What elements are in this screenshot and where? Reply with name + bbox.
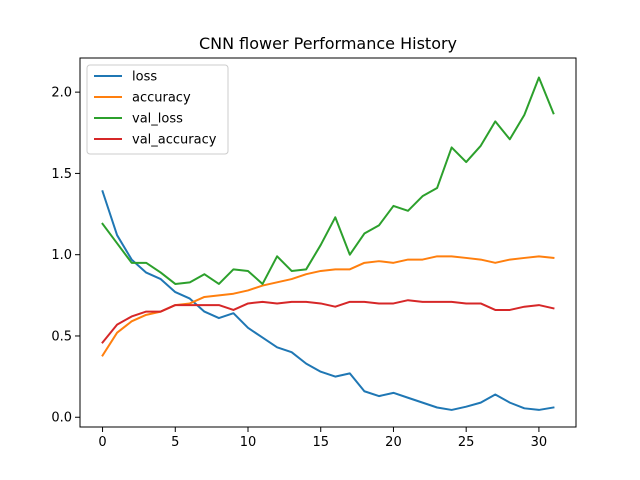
series-line-loss — [101, 190, 555, 411]
y-tick-label: 0.0 — [51, 411, 72, 426]
legend-label-loss: loss — [132, 70, 157, 85]
x-tick-label: 20 — [385, 435, 402, 450]
y-tick-label: 1.5 — [51, 167, 72, 182]
plot-area — [79, 57, 577, 428]
y-tick-label: 1.0 — [51, 248, 72, 263]
x-tick-label: 5 — [171, 435, 179, 450]
legend-label-val-accuracy: val_accuracy — [132, 133, 217, 148]
y-axis: 0.0 0.5 1.0 1.5 2.0 — [51, 86, 80, 426]
series-line-val-accuracy — [101, 299, 555, 344]
x-tick-label: 15 — [312, 435, 329, 450]
x-tick-label: 30 — [531, 435, 548, 450]
x-tick-label: 25 — [458, 435, 475, 450]
legend: loss accuracy val_loss val_accuracy — [86, 64, 229, 155]
chart-title: CNN flower Performance History — [199, 34, 457, 53]
legend-label-val-loss: val_loss — [132, 112, 183, 127]
x-tick-label: 0 — [98, 435, 106, 450]
series-group — [101, 76, 555, 411]
plot-frame — [79, 57, 577, 428]
y-tick-label: 0.5 — [51, 329, 72, 344]
legend-box — [86, 64, 229, 155]
legend-label-accuracy: accuracy — [132, 91, 191, 106]
series-line-val-loss — [101, 76, 555, 285]
x-axis: 0 5 10 15 20 25 30 — [98, 427, 547, 450]
x-tick-label: 10 — [240, 435, 257, 450]
y-tick-label: 2.0 — [51, 86, 72, 101]
